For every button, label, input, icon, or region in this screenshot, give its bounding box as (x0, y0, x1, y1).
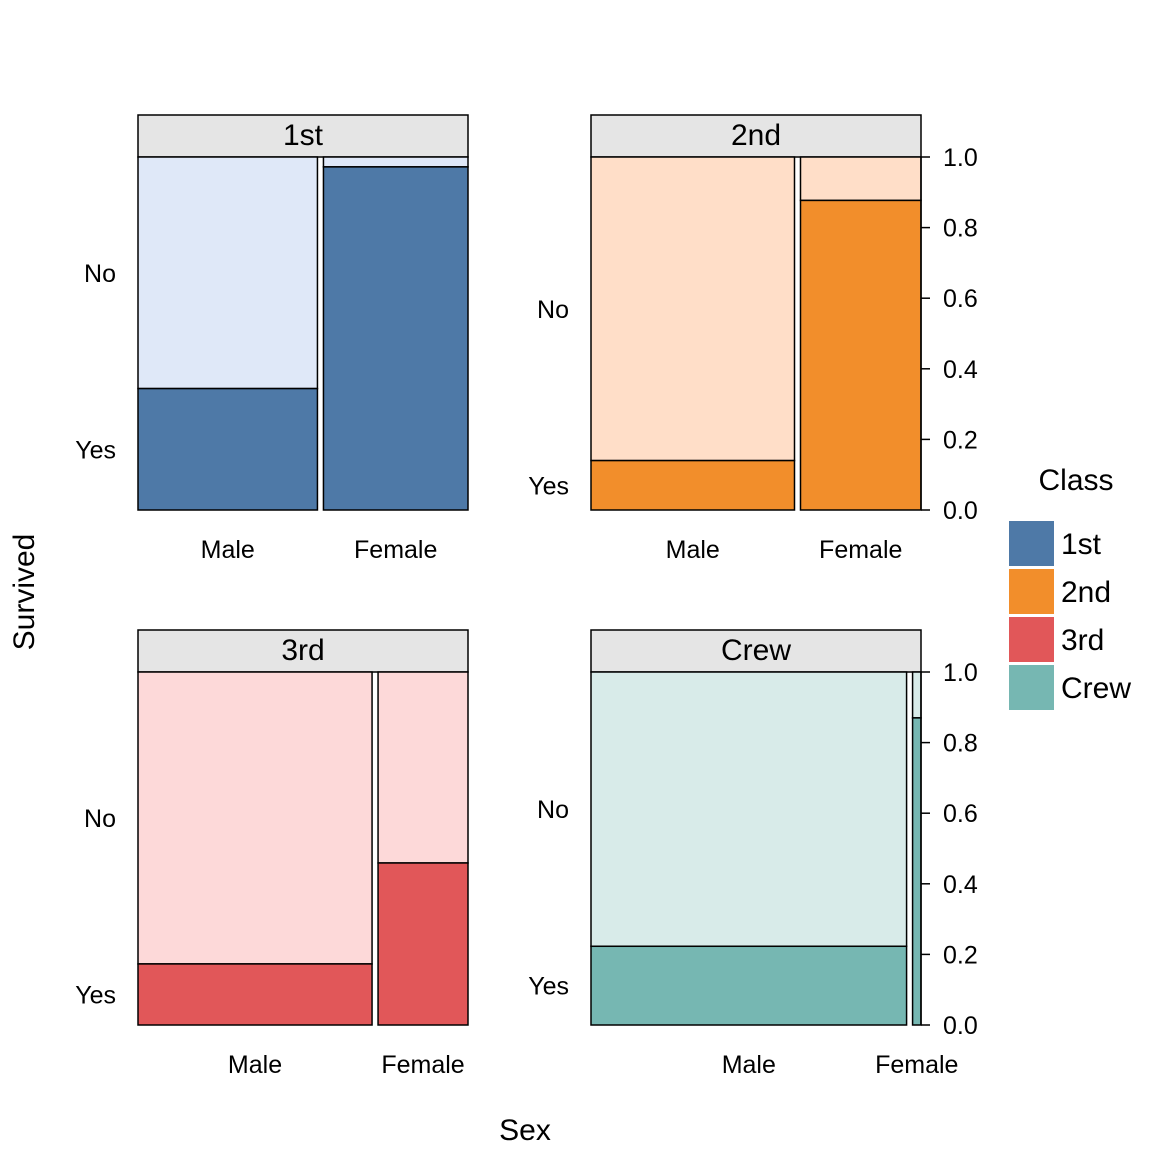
legend-label: 3rd (1061, 624, 1104, 657)
panel-title: 1st (283, 119, 324, 152)
y-tick-label-no: No (537, 796, 569, 824)
x-tick-label: Female (381, 1051, 464, 1079)
legend-swatch-2nd (1009, 569, 1054, 614)
tile-male-yes (137, 387, 319, 511)
x-tick-label: Female (875, 1051, 958, 1079)
x-axis-label: Sex (499, 1114, 551, 1147)
tile-female-yes (377, 862, 469, 1026)
legend-swatch-3rd (1009, 617, 1054, 662)
legend-label: 1st (1061, 528, 1102, 561)
panel-crew: Crew Male No Yes Female 0.0 0.2 0.4 0.6 0.8 1.0 (528, 629, 978, 1079)
y-tick-value: 1.0 (943, 659, 978, 687)
tile-male-yes (137, 963, 373, 1026)
y-tick-label-yes: Yes (75, 981, 116, 1009)
y-tick-value: 0.0 (943, 1012, 978, 1040)
legend-label: 2nd (1061, 576, 1111, 609)
y-tick-value: 1.0 (943, 144, 978, 172)
legend-swatch-crew (1009, 665, 1054, 710)
panel-2nd: 2nd Male No Yes Female 0.0 0.2 0.4 0.6 0.8 1.0 (528, 114, 978, 564)
y-tick-value: 0.6 (943, 800, 978, 828)
legend-label: Crew (1061, 672, 1131, 705)
panel-title: 2nd (731, 119, 781, 152)
tile-male-yes (590, 945, 908, 1026)
panel-strip (590, 114, 922, 158)
x-tick-label: Female (819, 536, 902, 564)
y-tick-value: 0.8 (943, 215, 978, 243)
panel-3rd: 3rd Male No Yes Female (75, 629, 469, 1079)
y-tick-value: 0.2 (943, 426, 978, 454)
panel-1st: 1st Male No Yes Female (75, 114, 469, 564)
y-tick-value: 0.6 (943, 285, 978, 313)
x-tick-label: Female (354, 536, 437, 564)
y-tick-label-yes: Yes (528, 472, 569, 500)
tile-male-no (137, 671, 373, 965)
x-tick-label: Male (666, 536, 720, 564)
tile-male-yes (590, 459, 796, 511)
x-tick-label: Male (228, 1051, 282, 1079)
y-axis-label: Survived (8, 534, 41, 651)
legend-swatch-1st (1009, 521, 1054, 566)
tile-male-no (137, 156, 319, 390)
x-tick-label: Male (201, 536, 255, 564)
tile-female-no (799, 156, 922, 202)
y-tick-value: 0.4 (943, 356, 978, 384)
x-tick-label: Male (722, 1051, 776, 1079)
panel-title: Crew (721, 634, 791, 667)
y-tick-label-no: No (84, 805, 116, 833)
tile-male-no (590, 156, 796, 462)
legend-title: Class (1038, 464, 1113, 497)
tile-female-yes (911, 717, 922, 1026)
tile-male-no (590, 671, 908, 948)
panel-strip (137, 629, 469, 673)
panel-title: 3rd (281, 634, 324, 667)
panel-strip (137, 114, 469, 158)
tile-female-no (911, 671, 922, 719)
y-tick-label-yes: Yes (75, 436, 116, 464)
y-tick-label-no: No (537, 296, 569, 324)
y-tick-value: 0.8 (943, 730, 978, 758)
y-tick-value: 0.4 (943, 871, 978, 899)
tile-female-no (377, 671, 469, 864)
tile-female-yes (322, 166, 469, 511)
y-tick-value: 0.0 (943, 497, 978, 525)
panel-strip (590, 629, 922, 673)
y-tick-label-no: No (84, 260, 116, 288)
tile-female-yes (799, 199, 922, 511)
y-tick-label-yes: Yes (528, 973, 569, 1001)
y-tick-value: 0.2 (943, 941, 978, 969)
tile-female-no (322, 156, 469, 168)
